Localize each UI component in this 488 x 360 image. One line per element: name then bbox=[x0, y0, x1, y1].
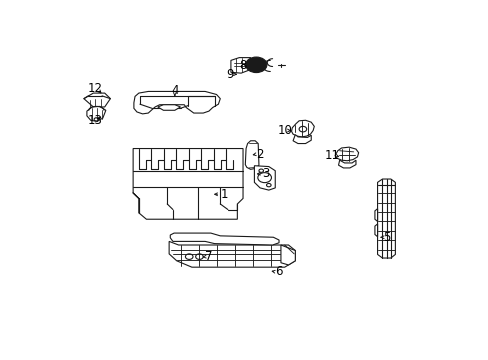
Polygon shape bbox=[84, 93, 110, 107]
Text: 12: 12 bbox=[87, 82, 102, 95]
Polygon shape bbox=[230, 58, 250, 73]
Text: 9: 9 bbox=[225, 68, 233, 81]
Text: 11: 11 bbox=[324, 149, 339, 162]
Text: 3: 3 bbox=[262, 167, 269, 180]
Polygon shape bbox=[169, 242, 295, 267]
Polygon shape bbox=[245, 141, 259, 169]
Text: 5: 5 bbox=[383, 231, 390, 244]
Polygon shape bbox=[170, 233, 279, 245]
Polygon shape bbox=[254, 166, 275, 190]
Polygon shape bbox=[280, 245, 295, 265]
Polygon shape bbox=[134, 91, 220, 114]
Polygon shape bbox=[133, 149, 243, 219]
Text: 10: 10 bbox=[277, 124, 291, 137]
Polygon shape bbox=[374, 209, 377, 221]
Polygon shape bbox=[87, 107, 105, 121]
Text: 6: 6 bbox=[275, 265, 282, 278]
Polygon shape bbox=[292, 135, 311, 144]
Text: 7: 7 bbox=[205, 250, 212, 263]
Text: 2: 2 bbox=[256, 148, 264, 161]
Text: 13: 13 bbox=[88, 114, 102, 127]
Polygon shape bbox=[377, 179, 395, 258]
Polygon shape bbox=[374, 224, 377, 237]
Polygon shape bbox=[291, 120, 314, 137]
Text: 8: 8 bbox=[239, 59, 246, 72]
Polygon shape bbox=[334, 147, 358, 161]
Circle shape bbox=[245, 57, 266, 73]
Polygon shape bbox=[338, 160, 355, 168]
Text: 4: 4 bbox=[171, 84, 178, 97]
Text: 1: 1 bbox=[220, 188, 227, 201]
Polygon shape bbox=[158, 105, 180, 110]
